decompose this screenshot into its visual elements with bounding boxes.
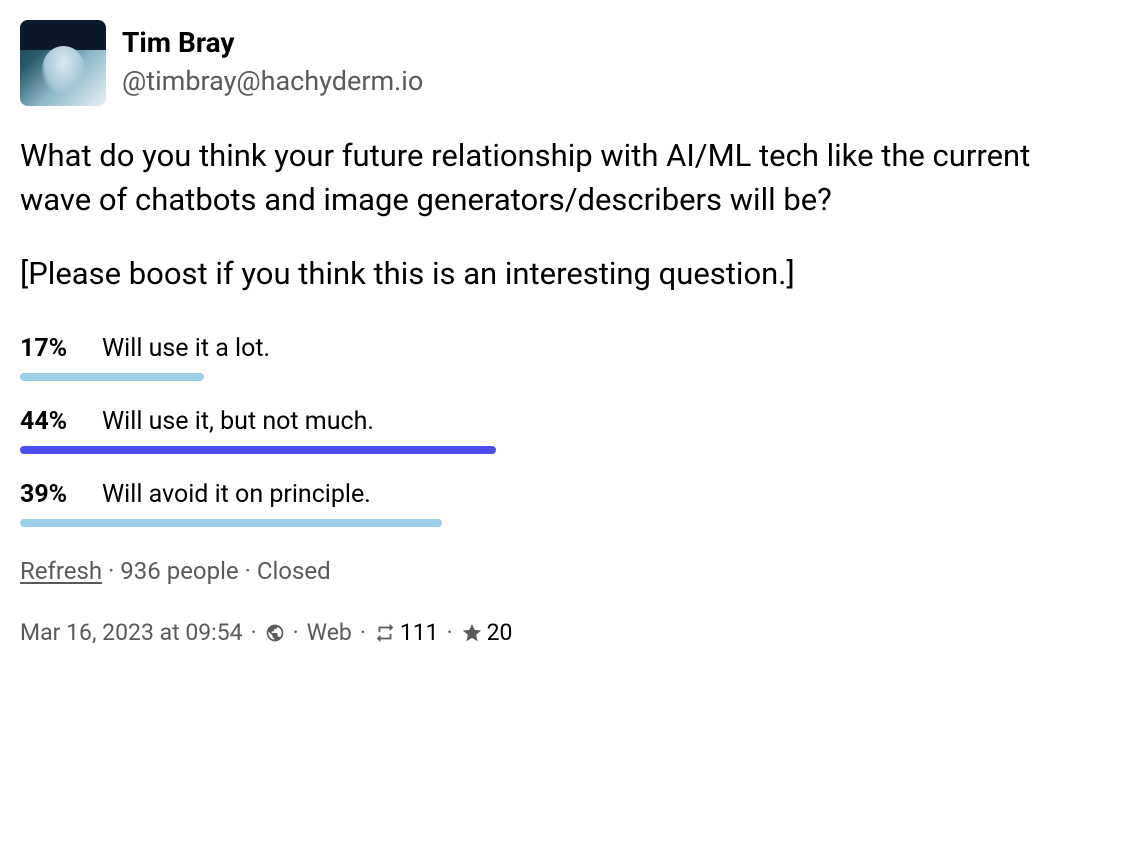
poll-bar <box>20 519 442 527</box>
poll-votes-count: 936 people <box>120 557 238 585</box>
favorite-stat[interactable]: 20 <box>461 619 513 646</box>
post-timestamp[interactable]: Mar 16, 2023 at 09:54 <box>20 619 243 646</box>
poll-option-label: Will use it, but not much. <box>102 407 374 436</box>
poll-option-header: 39% Will avoid it on principle. <box>20 480 1102 509</box>
poll-bar <box>20 446 496 454</box>
user-handle[interactable]: @timbray@hachyderm.io <box>122 65 423 97</box>
separator: · <box>251 619 257 646</box>
post-client: Web <box>307 619 352 646</box>
post-content: What do you think your future relationsh… <box>20 134 1102 296</box>
poll-option-label: Will avoid it on principle. <box>102 480 371 509</box>
separator: · <box>293 619 299 646</box>
boost-icon <box>374 622 396 644</box>
user-info: Tim Bray @timbray@hachyderm.io <box>122 20 423 97</box>
poll-option-header: 44% Will use it, but not much. <box>20 407 1102 436</box>
post-header: Tim Bray @timbray@hachyderm.io <box>20 20 1102 106</box>
poll-refresh-link[interactable]: Refresh <box>20 557 102 585</box>
poll-bar <box>20 373 204 381</box>
separator: · <box>447 619 453 646</box>
poll: 17% Will use it a lot. 44% Will use it, but… <box>20 334 1102 527</box>
content-paragraph: [Please boost if you think this is an in… <box>20 252 1102 296</box>
favorite-count: 20 <box>487 619 513 646</box>
poll-status: Closed <box>257 557 331 585</box>
poll-percent: 17% <box>20 334 74 363</box>
content-paragraph: What do you think your future relationsh… <box>20 134 1102 222</box>
poll-option: 44% Will use it, but not much. <box>20 407 1102 454</box>
avatar[interactable] <box>20 20 106 106</box>
globe-icon <box>265 623 285 643</box>
separator: · <box>239 557 257 585</box>
boost-stat[interactable]: 111 <box>374 619 439 646</box>
boost-count: 111 <box>400 619 439 646</box>
poll-option-label: Will use it a lot. <box>102 334 270 363</box>
poll-percent: 39% <box>20 480 74 509</box>
post-meta: Mar 16, 2023 at 09:54 · · Web · 111 · <box>20 619 1102 646</box>
poll-meta: Refresh · 936 people · Closed <box>20 557 1102 585</box>
poll-percent: 44% <box>20 407 74 436</box>
display-name[interactable]: Tim Bray <box>122 26 423 59</box>
separator: · <box>102 557 120 585</box>
separator: · <box>360 619 366 646</box>
poll-option-header: 17% Will use it a lot. <box>20 334 1102 363</box>
poll-option: 17% Will use it a lot. <box>20 334 1102 381</box>
post-card: Tim Bray @timbray@hachyderm.io What do y… <box>20 20 1102 646</box>
poll-option: 39% Will avoid it on principle. <box>20 480 1102 527</box>
star-icon <box>461 622 483 644</box>
